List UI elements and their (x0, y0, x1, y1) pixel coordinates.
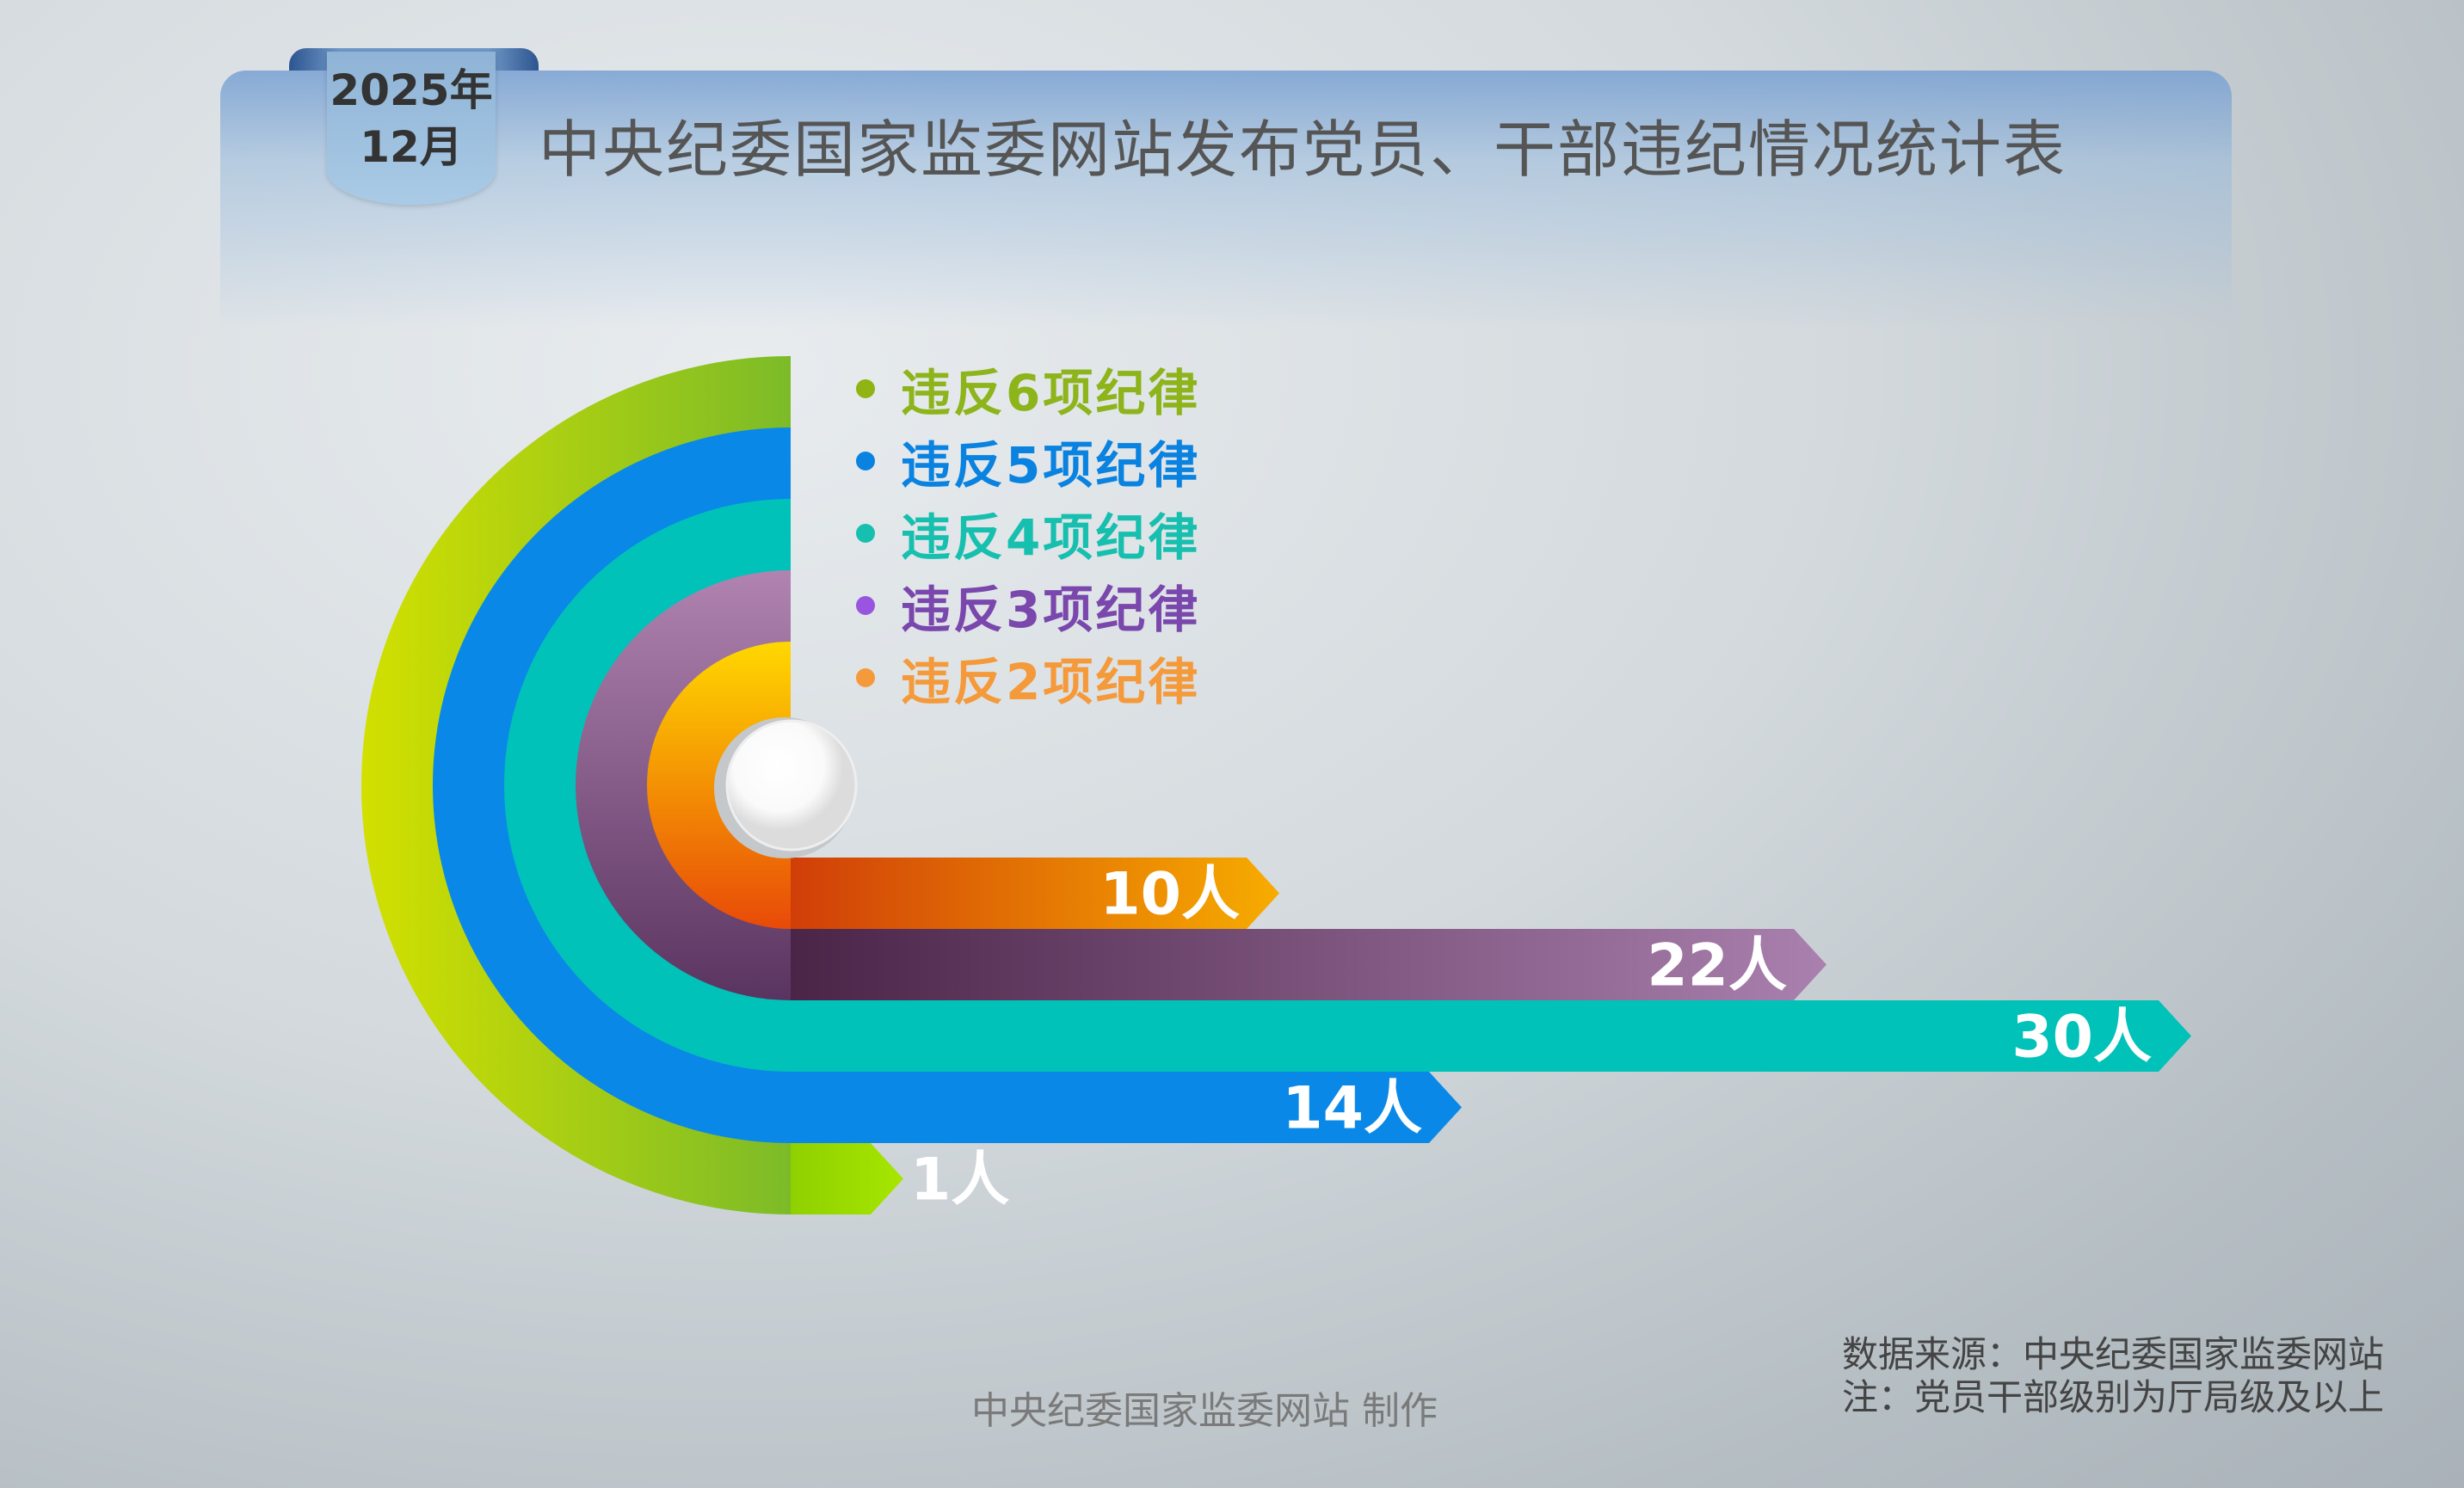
legend-label: 违反5项纪律 (901, 436, 1201, 495)
notes: 数据来源：中央纪委国家监委网站 注：党员干部级别为厅局级及以上 (1842, 1333, 2384, 1419)
data-label: 14人 (1282, 1075, 1422, 1143)
legend-dot (856, 524, 875, 543)
legend-dot (856, 596, 875, 615)
date-ribbon (327, 52, 496, 205)
center-disc (725, 719, 858, 852)
legend-item: 违反5项纪律 (856, 425, 1200, 497)
legend-label: 违反4项纪律 (901, 508, 1201, 567)
data-label: 30人 (2011, 1004, 2152, 1072)
data-label: 1人 (910, 1147, 1009, 1214)
legend-item: 违反2项纪律 (856, 642, 1200, 714)
legend-label: 违反3项纪律 (901, 581, 1201, 639)
page-title: 中央纪委国家监委网站发布党员、干部违纪情况统计表 (539, 114, 2067, 186)
bar (791, 858, 1279, 929)
bar (791, 929, 1826, 1000)
legend-item: 违反4项纪律 (856, 497, 1200, 569)
data-source: 数据来源：中央纪委国家监委网站 (1841, 1333, 2384, 1375)
bar-group: 1人 (791, 1143, 1009, 1214)
legend-dot (856, 668, 875, 687)
legend-label: 违反6项纪律 (901, 364, 1201, 422)
legend-dot (856, 379, 875, 398)
bar-group: 22人 (791, 929, 1826, 1000)
date-badge: 2025年 12月 (327, 62, 496, 175)
legend: 违反6项纪律 违反5项纪律 违反4项纪律 违反3项纪律 违反2项纪律 (856, 353, 1200, 714)
bar (791, 1072, 1462, 1143)
header-band (220, 71, 2232, 329)
bar (791, 1000, 2191, 1072)
bar-group: 10人 (791, 858, 1279, 929)
footnote: 注：党员干部级别为厅局级及以上 (1841, 1376, 2384, 1418)
bar-group: 14人 (791, 1072, 1462, 1143)
legend-label: 违反2项纪律 (901, 653, 1201, 711)
badge-month: 12月 (360, 122, 463, 172)
badge-year: 2025年 (330, 65, 493, 115)
legend-item: 违反6项纪律 (856, 353, 1200, 425)
bar (791, 1143, 903, 1214)
bar-group: 30人 (791, 1000, 2191, 1072)
legend-dot (856, 452, 875, 470)
legend-item: 违反3项纪律 (856, 569, 1200, 642)
data-label: 10人 (1100, 861, 1240, 929)
data-label: 22人 (1647, 932, 1787, 1000)
credit: 中央纪委国家监委网站 制作 (971, 1389, 1438, 1433)
